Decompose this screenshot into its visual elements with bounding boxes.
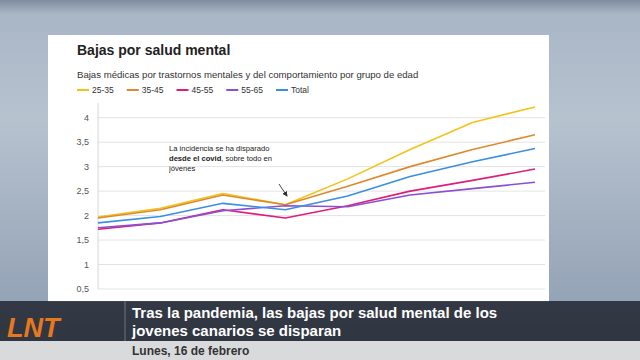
y-tick-label: 0,5 (76, 284, 89, 294)
grid-line (98, 142, 545, 143)
y-tick-label: 2,5 (76, 186, 89, 196)
grid-line (98, 289, 545, 290)
grid-line (98, 191, 545, 192)
annotation-arrow (279, 184, 287, 196)
headline: Tras la pandemia, las bajas por salud me… (132, 304, 497, 321)
y-tick-label: 4 (84, 113, 89, 123)
y-tick-label: 1,5 (76, 235, 89, 245)
logo: LNT (7, 313, 62, 343)
date-band (0, 341, 640, 360)
grid-line (98, 264, 545, 265)
legend-swatch (177, 89, 189, 91)
y-tick-label: 2 (84, 211, 89, 221)
legend-swatch (276, 89, 288, 91)
series-group (98, 107, 535, 229)
legend-label: 25-35 (92, 85, 114, 95)
legend-label: Total (291, 85, 309, 95)
date: Lunes, 16 de febrero (132, 344, 249, 358)
stage: Bajas por salud mental Bajas médicas por … (0, 0, 640, 360)
chart-panel (48, 35, 549, 302)
series-line (98, 149, 535, 223)
y-axis-line (98, 103, 99, 289)
series-line (98, 182, 535, 228)
caption-divider (124, 301, 126, 341)
grid-line (98, 240, 545, 241)
y-tick-label: 3 (84, 162, 89, 172)
annotation: La incidencia se ha disparado desde el c… (169, 144, 287, 180)
title: Bajas por salud mental (77, 42, 230, 58)
grid-line (98, 166, 545, 167)
legend-label: 45-55 (192, 85, 214, 95)
series-line (98, 169, 535, 229)
subtitle: Bajas médicas por trastornos mentales y … (77, 69, 418, 80)
legend-swatch (127, 89, 139, 91)
legend-label: 55-65 (241, 85, 263, 95)
legend-swatch (226, 89, 238, 91)
y-tick-label: 1 (84, 260, 89, 270)
headline: jovenes canarios se disparan (131, 322, 341, 339)
grid-line (98, 117, 545, 118)
legend-swatch (77, 89, 89, 91)
caption-band (0, 301, 640, 341)
legend-label: 35-45 (142, 85, 164, 95)
annotation-part: desde el covid (169, 154, 221, 163)
y-tick-label: 3,5 (76, 137, 89, 147)
annotation-part: La incidencia se ha disparado (169, 144, 269, 153)
annotation-text: La incidencia se ha disparado desde el c… (169, 144, 287, 174)
